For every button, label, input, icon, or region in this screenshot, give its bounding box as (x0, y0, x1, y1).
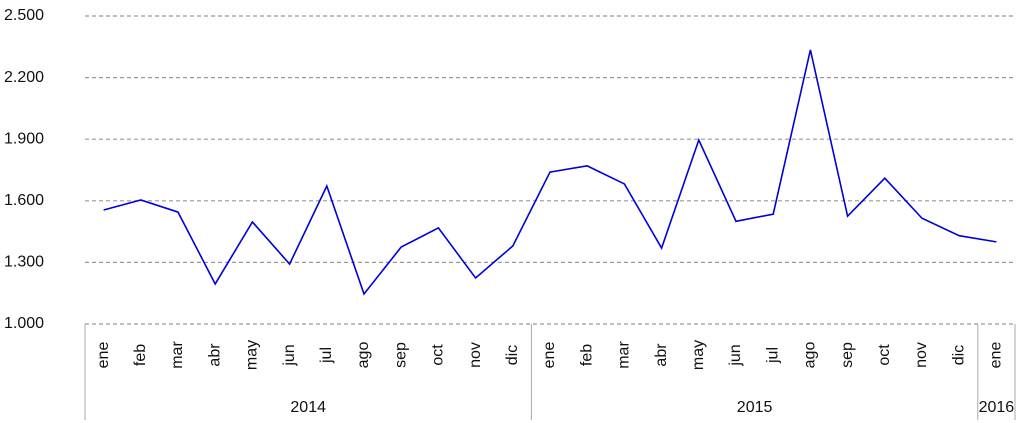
x-tick-label: ene (541, 342, 558, 369)
y-tick-label: 1.300 (4, 254, 44, 271)
x-tick-label: sep (392, 342, 409, 368)
x-tick-label: feb (132, 344, 149, 366)
x-tick-label: ago (802, 342, 819, 369)
group-label: 2014 (290, 399, 326, 416)
x-tick-label: jul (318, 347, 335, 364)
x-tick-label: abr (653, 343, 670, 367)
x-tick-label: jun (281, 344, 298, 366)
x-tick-label: mar (616, 341, 633, 369)
x-tick-label: ene (988, 342, 1005, 369)
x-tick-label: jul (764, 347, 781, 364)
group-label: 2015 (737, 399, 773, 416)
y-tick-label: 1.900 (4, 130, 44, 147)
x-tick-label: oct (430, 344, 447, 366)
x-tick-label: feb (578, 344, 595, 366)
x-tick-label: oct (876, 344, 893, 366)
x-tick-label: nov (467, 342, 484, 368)
x-tick-label: sep (839, 342, 856, 368)
x-tick-label: jun (727, 344, 744, 366)
x-tick-label: abr (206, 343, 223, 367)
x-tick-label: may (690, 340, 707, 370)
x-tick-label: mar (169, 341, 186, 369)
y-tick-label: 1.600 (4, 192, 44, 209)
y-tick-label: 2.500 (4, 7, 44, 24)
x-tick-label: may (244, 340, 261, 370)
x-tick-label: ago (355, 342, 372, 369)
x-tick-label: dic (950, 345, 967, 365)
group-label: 2016 (979, 399, 1015, 416)
y-tick-label: 2.200 (4, 69, 44, 86)
x-tick-label: ene (95, 342, 112, 369)
y-tick-label: 1.000 (4, 315, 44, 332)
data-line (103, 49, 997, 296)
x-tick-label: nov (913, 342, 930, 368)
x-tick-label: dic (504, 345, 521, 365)
